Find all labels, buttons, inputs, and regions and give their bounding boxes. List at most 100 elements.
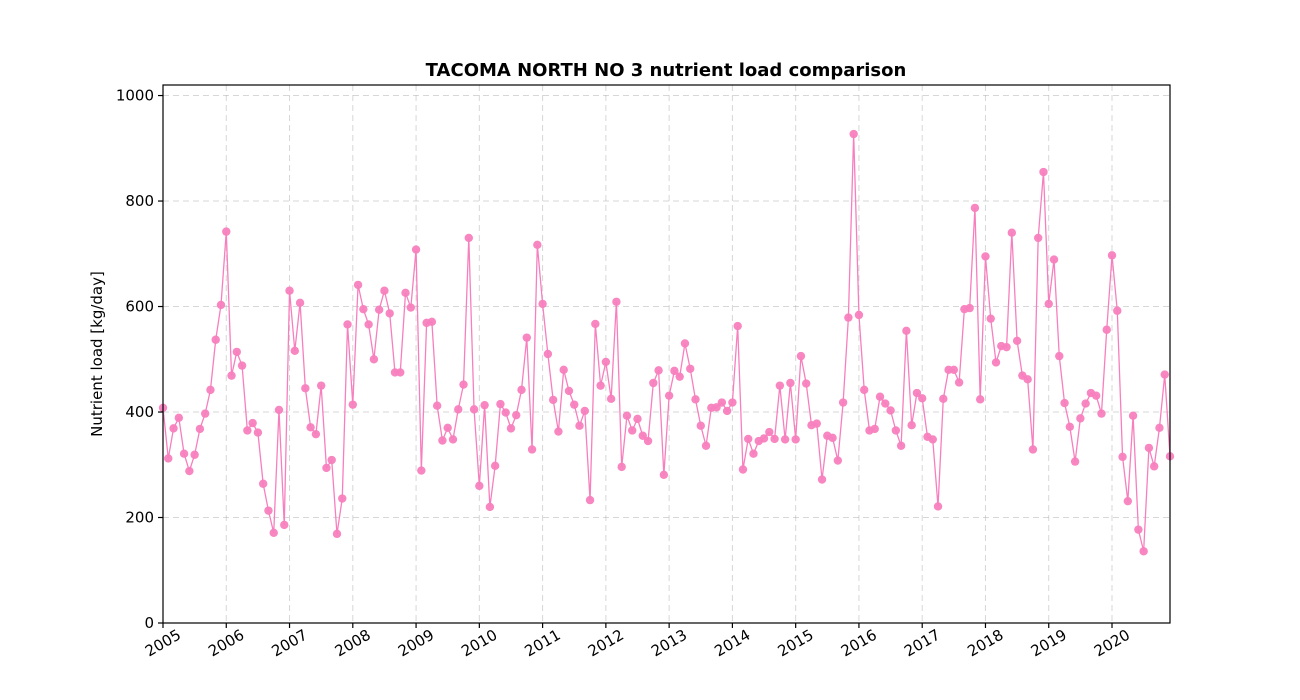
data-point [1144,443,1154,453]
data-point [1055,351,1064,361]
data-point [174,413,184,423]
data-point [939,394,948,404]
data-point [838,398,848,407]
data-point [844,313,853,322]
data-point [775,381,785,390]
data-point [622,411,632,420]
data-point [459,380,468,389]
data-point [918,394,927,403]
data-point [406,303,415,312]
data-point [411,245,421,254]
data-point [216,300,226,310]
y-tick-label: 0 [144,614,154,632]
data-point [306,423,315,432]
data-point [1107,251,1117,260]
data-point [211,335,220,344]
data-point [976,395,985,404]
data-point [274,405,284,415]
data-point [696,421,705,430]
data-point [649,378,658,388]
data-point [722,406,732,416]
data-point [907,421,916,430]
x-tick-label: 2006 [205,626,247,661]
data-point [285,286,294,295]
data-point [986,314,995,323]
data-point [891,426,901,435]
x-tick-label: 2009 [395,626,437,661]
data-point [396,368,405,377]
data-point [1091,391,1101,400]
data-point [185,466,194,476]
data-point [633,414,642,424]
x-tick-label: 2007 [268,626,310,661]
data-point [237,361,247,370]
x-tick-label: 2019 [1028,626,1070,661]
data-point [680,339,690,348]
data-point [981,252,990,261]
data-point [269,528,278,538]
data-point [849,129,858,139]
data-point [902,326,911,335]
data-point [469,405,479,414]
data-point [686,364,695,373]
data-point [817,475,827,484]
data-point [517,385,526,395]
data-point [1118,452,1127,462]
data-point [501,408,510,417]
series-layer [158,129,1175,556]
data-point [585,495,595,505]
data-point [970,203,980,213]
data-point [564,386,574,396]
data-point [480,400,489,410]
data-point [179,449,189,458]
data-point [691,395,700,404]
data-point [248,418,257,428]
data-point [881,399,890,408]
data-point [617,462,626,472]
data-point [1023,375,1032,384]
y-tick-label: 1000 [116,87,154,105]
data-point [875,392,885,401]
data-point [232,347,242,357]
data-point [1002,342,1011,352]
data-point [733,321,742,331]
data-point [374,305,384,314]
data-point [338,494,347,503]
data-point [543,349,553,359]
x-tick-label: 2012 [585,626,627,661]
data-point [1113,306,1122,315]
data-point [332,529,342,539]
data-point [195,424,205,434]
data-point [227,371,236,380]
data-point [1065,422,1075,431]
data-point [327,455,336,465]
data-point [812,419,821,428]
data-point [1012,336,1022,346]
data-point [601,357,611,367]
data-point [164,454,173,463]
data-point [786,378,795,388]
data-point [401,288,410,298]
data-point [759,434,769,443]
data-point [570,400,579,409]
data-point [596,381,605,390]
data-point [475,481,484,491]
data-point [490,461,500,471]
x-tick-label: 2017 [901,626,943,661]
data-point [949,365,959,375]
y-tick-label: 200 [125,509,154,527]
data-point [670,366,679,376]
y-axis-label: Nutrient load [kg/day] [88,271,106,437]
data-point [580,406,589,416]
data-point [1097,409,1106,418]
data-point [1044,299,1053,309]
data-point [954,378,964,387]
data-point [1134,525,1143,534]
x-tick-label: 2014 [711,626,753,661]
data-point [295,298,305,308]
data-point [1155,423,1164,433]
x-tick-label: 2008 [332,626,374,661]
data-point [280,520,289,530]
